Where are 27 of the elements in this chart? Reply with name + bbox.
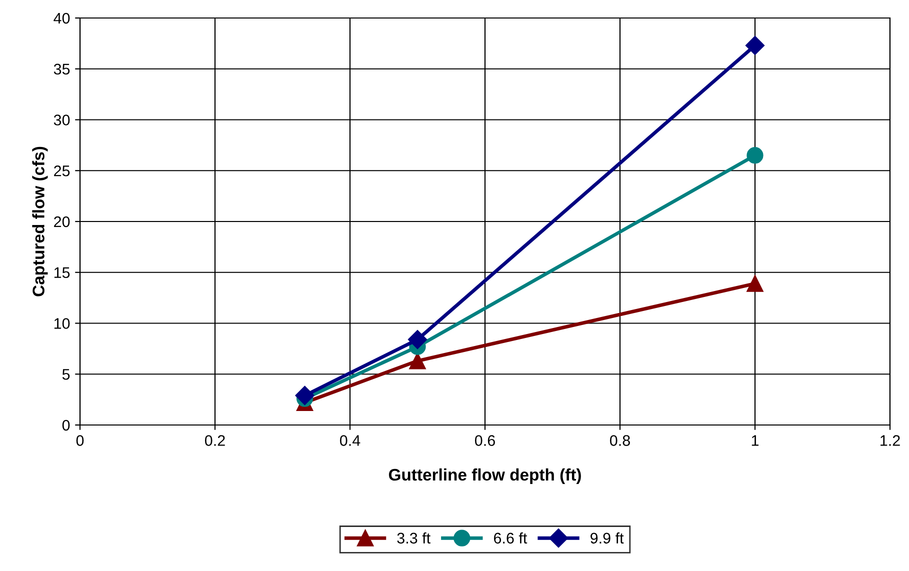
y-tick-label: 10 [54,318,70,329]
point [746,275,764,292]
legend-label: 9.9 ft [590,532,624,544]
x-tick-label: 1.2 [880,435,900,446]
x-tick-label: 0.2 [204,435,225,446]
point [295,386,314,406]
point [408,330,428,350]
y-axis-title: Captured flow (cfs) [32,146,48,296]
x-tick-label: 1 [752,435,759,446]
x-axis-title: Gutterline flow depth (ft) [388,468,581,484]
y-tick-label: 30 [54,114,70,126]
x-tick-label: 0.8 [610,435,630,446]
legend-label: 6.6 ft [494,532,528,544]
y-tick-label: 15 [54,267,70,278]
y-tick-label: 20 [54,216,70,228]
x-tick-label: 0.6 [474,435,495,446]
y-tick-label: 25 [54,165,70,176]
point [409,352,426,370]
y-tick-label: 5 [62,369,70,380]
x-tick-label: 0.4 [340,435,360,446]
legend-label: 3.3 ft [397,532,430,544]
y-tick-label: 0 [62,420,70,431]
point [745,36,765,56]
x-tick-label: 0 [76,435,84,446]
y-tick-label: 35 [54,64,70,75]
point [746,147,764,164]
y-tick-label: 40 [54,12,70,24]
